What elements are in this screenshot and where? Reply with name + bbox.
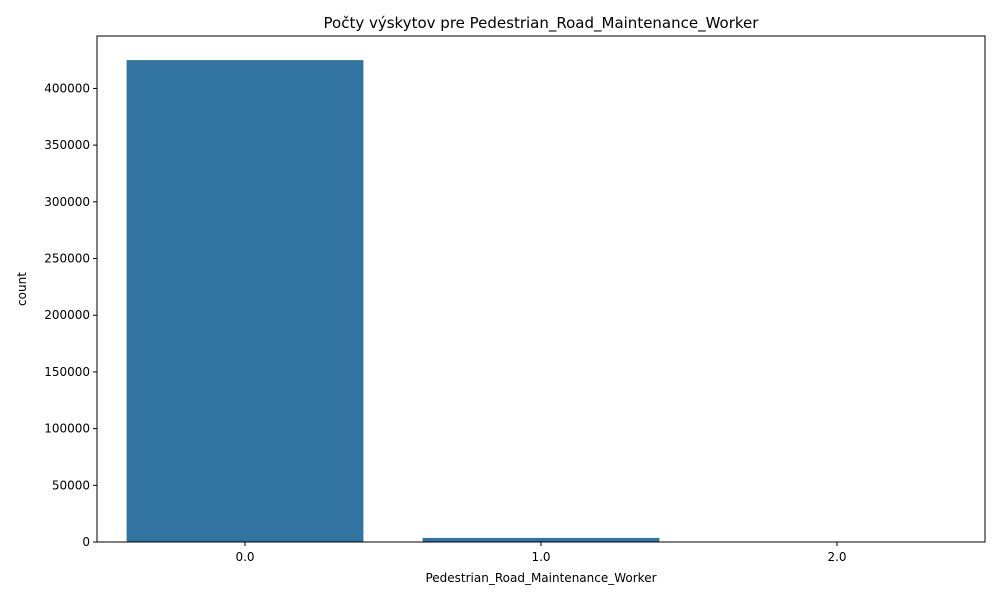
x-axis-label: Pedestrian_Road_Maintenance_Worker <box>425 571 656 585</box>
y-tick-label: 350000 <box>44 138 90 152</box>
plot-area: 0 50000 100000 150000 200000 250000 300000 3500… <box>44 35 986 564</box>
y-tick-label: 400000 <box>44 81 90 95</box>
y-tick-label: 0 <box>82 535 90 549</box>
x-tick-label: 0.0 <box>235 550 254 564</box>
y-tick-label: 250000 <box>44 252 90 266</box>
y-axis-label: count <box>15 272 29 306</box>
chart-title: Počty výskytov pre Pedestrian_Road_Maint… <box>324 14 760 33</box>
x-tick-label: 2.0 <box>827 550 846 564</box>
y-tick-label: 300000 <box>44 195 90 209</box>
y-tick-label: 150000 <box>44 365 90 379</box>
bar-1.0 <box>422 537 660 542</box>
y-tick-label: 200000 <box>44 308 90 322</box>
y-tick-label: 100000 <box>44 422 90 436</box>
x-tick-label: 1.0 <box>531 550 550 564</box>
y-tick-label: 50000 <box>52 478 90 492</box>
bar-0.0 <box>126 60 364 542</box>
